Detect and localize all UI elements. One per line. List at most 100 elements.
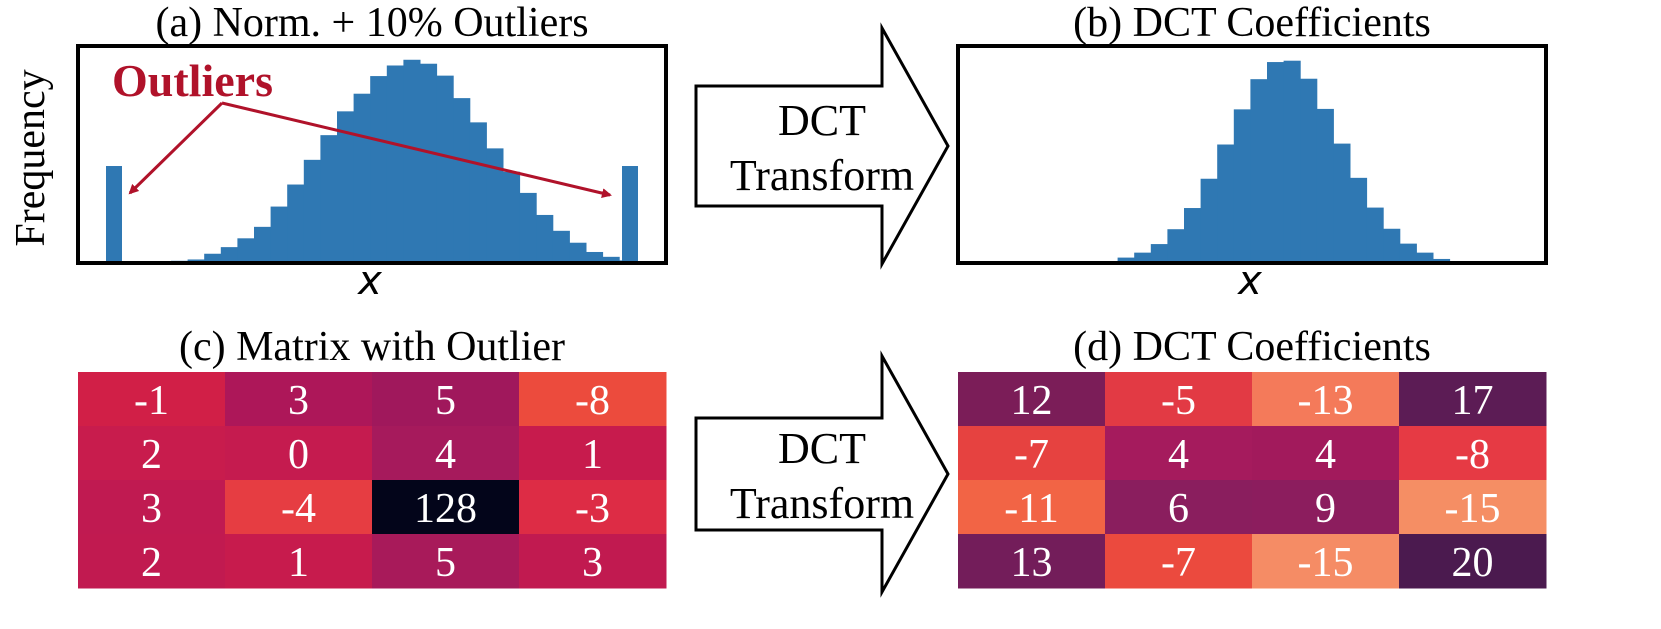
panel-a-title: (a) Norm. + 10% Outliers [155, 0, 589, 46]
arrow-bottom-line1: DCT [778, 424, 866, 473]
panel-b-title: (b) DCT Coefficients [1073, 0, 1431, 46]
heat-c-cell-label-2-1: -4 [281, 486, 316, 532]
heat-c-cell-label-1-3: 1 [582, 432, 603, 478]
heat-d-cell-label-2-3: -15 [1445, 486, 1501, 532]
heat-d-cell-label-1-3: -8 [1455, 432, 1490, 478]
heat-d-cell-1-3 [1399, 426, 1547, 481]
panel-d-title: (d) DCT Coefficients [1073, 324, 1431, 370]
heat-c-cell-label-3-2: 5 [435, 540, 456, 586]
heat-d-cell-2-1 [1105, 480, 1253, 535]
hist-a-bar-4 [237, 238, 255, 263]
y-axis-label: Frequency [8, 69, 54, 246]
hist-a-bar-10 [337, 111, 355, 263]
hist-b-bar-1 [1117, 257, 1135, 263]
heatmap-c: -1 3 5 -8 2 0 4 1 3 -4 128 -3 2 1 5 3 [78, 372, 667, 589]
hist-a-bar-16 [436, 75, 454, 264]
heat-d-cell-label-1-0: -7 [1014, 432, 1049, 478]
hist-b-bar-12 [1300, 78, 1318, 263]
hist-a-outlier-bar-right [622, 166, 638, 263]
hist-b-bar-15 [1350, 177, 1368, 263]
hist-a-bar-15 [420, 63, 438, 263]
hist-a-bar-11 [353, 93, 371, 263]
dct-transform-arrow-bottom: DCT Transform [694, 350, 950, 598]
heat-d-cell-0-0 [958, 372, 1106, 427]
hist-a-bar-14 [403, 59, 421, 263]
heat-c-cell-label-3-1: 1 [288, 540, 309, 586]
heat-c-cell-3-2 [372, 534, 520, 589]
heat-d-cell-label-0-3: 17 [1452, 378, 1494, 424]
heat-c-cell-0-0 [78, 372, 226, 427]
hist-b-bar-19 [1416, 252, 1434, 263]
heat-c-cell-0-2 [372, 372, 520, 427]
hist-a-bar-6 [270, 206, 288, 263]
heat-d-cell-0-3 [1399, 372, 1547, 427]
hist-a-bar-2 [204, 253, 222, 263]
heat-c-cell-1-3 [519, 426, 667, 481]
heat-d-cell-label-0-2: -13 [1298, 378, 1354, 424]
hist-b-bar-17 [1383, 228, 1401, 263]
hist-a-bar-23 [552, 230, 570, 263]
heat-c-cell-3-3 [519, 534, 667, 589]
heat-c-cell-2-0 [78, 480, 226, 535]
hist-a-bar-9 [320, 135, 338, 263]
arrow-top-line1: DCT [778, 96, 866, 145]
heat-d-cell-1-1 [1105, 426, 1253, 481]
heat-d-cell-2-0 [958, 480, 1106, 535]
heat-d-cell-label-1-1: 4 [1168, 432, 1189, 478]
heat-d-cell-0-2 [1252, 372, 1400, 427]
heat-d-cell-2-3 [1399, 480, 1547, 535]
heat-c-cell-2-2 [372, 480, 520, 535]
histogram-b-bars [1101, 60, 1451, 264]
panel-a-histogram: Frequency x Outliers [8, 44, 668, 304]
hist-a-bar-17 [453, 98, 471, 263]
heat-d-cell-label-0-0: 12 [1011, 378, 1053, 424]
hist-a-bar-7 [287, 184, 305, 263]
x-axis-label-a: x [356, 258, 382, 304]
heat-c-cell-1-0 [78, 426, 226, 481]
hist-a-bar-12 [370, 76, 388, 263]
heat-d-cell-3-2 [1252, 534, 1400, 589]
hist-b-bar-20 [1433, 258, 1451, 263]
hist-a-bar-13 [386, 65, 404, 263]
heat-c-cell-3-0 [78, 534, 226, 589]
heat-d-cell-3-3 [1399, 534, 1547, 589]
hist-a-bar-21 [519, 192, 537, 263]
heat-c-cell-label-2-3: -3 [575, 486, 610, 532]
hist-a-bar-25 [586, 251, 604, 263]
hist-b-bar-18 [1399, 243, 1417, 263]
hist-b-bar-11 [1283, 60, 1301, 264]
heat-d-cell-0-1 [1105, 372, 1253, 427]
panel-b-histogram: x [956, 44, 1548, 304]
heat-c-cell-label-0-0: -1 [134, 378, 169, 424]
heat-c-cell-label-3-0: 2 [141, 540, 162, 586]
heat-d-cell-label-3-3: 20 [1452, 540, 1494, 586]
heat-d-cell-label-2-2: 9 [1315, 486, 1336, 532]
heat-d-cell-1-2 [1252, 426, 1400, 481]
hist-b-bar-8 [1233, 109, 1251, 263]
heat-d-cell-3-1 [1105, 534, 1253, 589]
histogram-b-frame [956, 44, 1548, 265]
heat-c-cell-0-3 [519, 372, 667, 427]
heat-d-cell-label-2-0: -11 [1004, 486, 1058, 532]
heat-c-cell-3-1 [225, 534, 373, 589]
hist-b-bar-9 [1250, 79, 1268, 263]
heatmap-d: 12 -5 -13 17 -7 4 4 -8 -11 6 9 -15 13 -7 -15 20 [958, 372, 1547, 589]
hist-b-bar-14 [1333, 143, 1351, 263]
hist-b-bar-10 [1267, 62, 1285, 263]
hist-b-bar-13 [1316, 108, 1334, 264]
heat-c-cell-label-2-0: 3 [141, 486, 162, 532]
hist-a-bar-26 [602, 256, 620, 263]
hist-b-bar-4 [1167, 229, 1185, 263]
heat-c-cell-label-1-0: 2 [141, 432, 162, 478]
hist-a-bar-3 [220, 247, 238, 263]
hist-b-bar-3 [1150, 244, 1168, 263]
hist-b-bar-2 [1134, 252, 1152, 263]
heat-c-cell-label-1-2: 4 [435, 432, 456, 478]
hist-a-bar-20 [503, 171, 521, 263]
dct-transform-arrow-top: DCT Transform [694, 22, 950, 270]
heat-d-cell-label-0-1: -5 [1161, 378, 1196, 424]
heat-c-cell-2-1 [225, 480, 373, 535]
hist-a-outlier-bar-left [106, 166, 122, 263]
outlier-arrow-left [128, 101, 224, 195]
